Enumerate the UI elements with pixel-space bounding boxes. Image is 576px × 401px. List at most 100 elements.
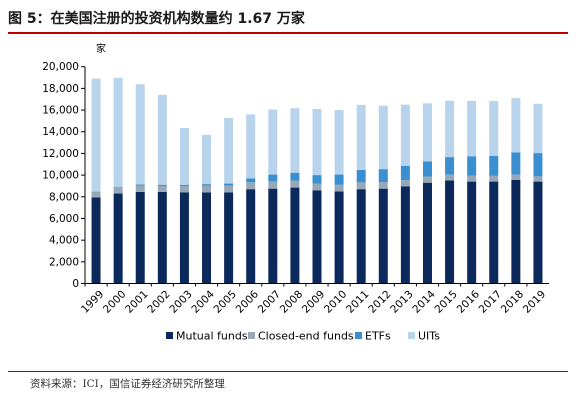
bar-segment-mutual-funds — [202, 192, 212, 284]
bar-segment-closed-end-funds — [378, 182, 388, 189]
bar-segment-mutual-funds — [511, 179, 521, 284]
x-tick-label: 2000 — [101, 288, 128, 315]
bar-segment-mutual-funds — [312, 190, 322, 284]
bar-segment-uits — [268, 109, 278, 175]
y-tick-label: 6,000 — [49, 213, 79, 225]
x-tick-label: 2008 — [278, 288, 305, 315]
bar-segment-uits — [113, 77, 123, 188]
x-tick-label: 2010 — [322, 288, 349, 315]
bar-segment-closed-end-funds — [179, 186, 189, 193]
bar-segment-etfs — [378, 169, 388, 183]
bar-segment-uits — [511, 98, 521, 153]
bar-segment-uits — [91, 78, 101, 192]
y-tick-label: 14,000 — [42, 126, 79, 138]
bar-segment-etfs — [135, 184, 145, 186]
bar-segment-closed-end-funds — [246, 182, 256, 190]
legend-label: ETFs — [365, 329, 391, 343]
bar-segment-closed-end-funds — [135, 185, 145, 192]
bar-segment-etfs — [511, 152, 521, 175]
bar-segment-uits — [400, 104, 410, 166]
legend-swatch — [166, 331, 173, 339]
x-tick-label: 2018 — [499, 288, 526, 315]
y-tick-label: 20,000 — [42, 61, 79, 73]
bar-segment-etfs — [179, 184, 189, 187]
bar-segment-etfs — [157, 184, 167, 186]
y-tick-label: 18,000 — [42, 83, 79, 95]
figure-title: 图 5：在美国注册的投资机构数量约 1.67 万家 — [8, 11, 305, 27]
bar-segment-etfs — [356, 169, 366, 183]
x-axis: 1999200020012002200320042005200620072008… — [79, 283, 549, 316]
bar-segment-mutual-funds — [489, 181, 499, 284]
bar-segment-closed-end-funds — [467, 175, 477, 182]
bar-segment-uits — [533, 103, 543, 154]
bar-segment-uits — [378, 105, 388, 170]
bar-segment-uits — [422, 103, 432, 162]
bar-segment-etfs — [312, 175, 322, 184]
bar-segment-uits — [312, 108, 322, 176]
bar-segment-mutual-funds — [268, 188, 278, 284]
bar-segment-mutual-funds — [246, 189, 256, 284]
bar-segment-closed-end-funds — [290, 180, 300, 188]
bar-segment-mutual-funds — [179, 192, 189, 284]
bar-segment-closed-end-funds — [113, 188, 123, 194]
x-tick-label: 2005 — [212, 288, 239, 315]
bar-segment-mutual-funds — [334, 191, 344, 284]
x-tick-label: 2001 — [123, 288, 150, 315]
source-rule — [8, 371, 568, 372]
bar-segment-uits — [290, 108, 300, 173]
bar-segment-etfs — [113, 187, 123, 189]
x-tick-label: 2009 — [300, 288, 327, 315]
bar-segment-etfs — [290, 172, 300, 181]
bar-segment-uits — [467, 100, 477, 157]
y-tick-label: 8,000 — [49, 191, 79, 203]
x-tick-label: 2006 — [234, 288, 262, 316]
y-tick-label: 4,000 — [49, 235, 79, 247]
bar-segment-closed-end-funds — [400, 179, 410, 187]
legend-item-uits: UITs — [408, 329, 440, 345]
bar-segment-etfs — [489, 155, 499, 176]
legend-swatch — [248, 331, 255, 339]
bar-segment-uits — [246, 114, 256, 179]
bar-segment-etfs — [224, 183, 234, 186]
y-tick-label: 10,000 — [42, 170, 79, 182]
bar-segment-etfs — [400, 165, 410, 180]
legend-swatch — [408, 331, 415, 339]
x-tick-label: 1999 — [79, 288, 106, 315]
stacked-bar-chart: 家 0 2,000 4,000 6,000 8,000 10,000 12,000 14,00… — [42, 42, 549, 316]
bar-segment-closed-end-funds — [356, 182, 366, 190]
x-tick-label: 2011 — [344, 288, 371, 315]
legend-label: Mutual funds — [176, 329, 248, 343]
x-tick-label: 2013 — [388, 288, 415, 315]
bar-segment-closed-end-funds — [202, 185, 212, 193]
source-note: 资料来源：ICI，国信证券经济研究所整理 — [30, 378, 225, 390]
bar-segment-etfs — [422, 161, 432, 177]
bar-segment-uits — [356, 104, 366, 170]
bar-segment-uits — [202, 134, 212, 185]
bars-group — [91, 77, 543, 284]
figure-title-bar: 图 5：在美国注册的投资机构数量约 1.67 万家 — [0, 0, 576, 36]
x-tick-label: 2012 — [366, 288, 393, 315]
bar-segment-closed-end-funds — [445, 174, 455, 181]
bar-segment-etfs — [445, 157, 455, 175]
legend-item-mutual-funds: Mutual funds — [166, 329, 248, 345]
y-unit-label: 家 — [96, 42, 106, 55]
bar-segment-closed-end-funds — [533, 176, 543, 182]
bar-segment-mutual-funds — [135, 191, 145, 284]
bar-segment-closed-end-funds — [312, 183, 322, 191]
x-tick-label: 2016 — [455, 288, 483, 316]
bar-segment-mutual-funds — [290, 187, 300, 284]
bar-segment-mutual-funds — [91, 197, 101, 284]
bar-segment-closed-end-funds — [268, 181, 278, 189]
bar-segment-closed-end-funds — [157, 185, 167, 192]
bar-segment-etfs — [202, 184, 212, 186]
bar-segment-uits — [489, 101, 499, 156]
bar-segment-mutual-funds — [422, 182, 432, 284]
legend-item-closed-end-funds: Closed-end funds — [248, 329, 354, 345]
y-axis: 0 2,000 4,000 6,000 8,000 10,000 12,000 14,000 1… — [42, 61, 86, 290]
title-rule — [8, 32, 568, 34]
bar-segment-mutual-funds — [224, 192, 234, 284]
bar-segment-mutual-funds — [157, 191, 167, 284]
bar-segment-etfs — [268, 174, 278, 182]
x-tick-label: 2007 — [256, 288, 283, 315]
bar-segment-uits — [135, 84, 145, 185]
